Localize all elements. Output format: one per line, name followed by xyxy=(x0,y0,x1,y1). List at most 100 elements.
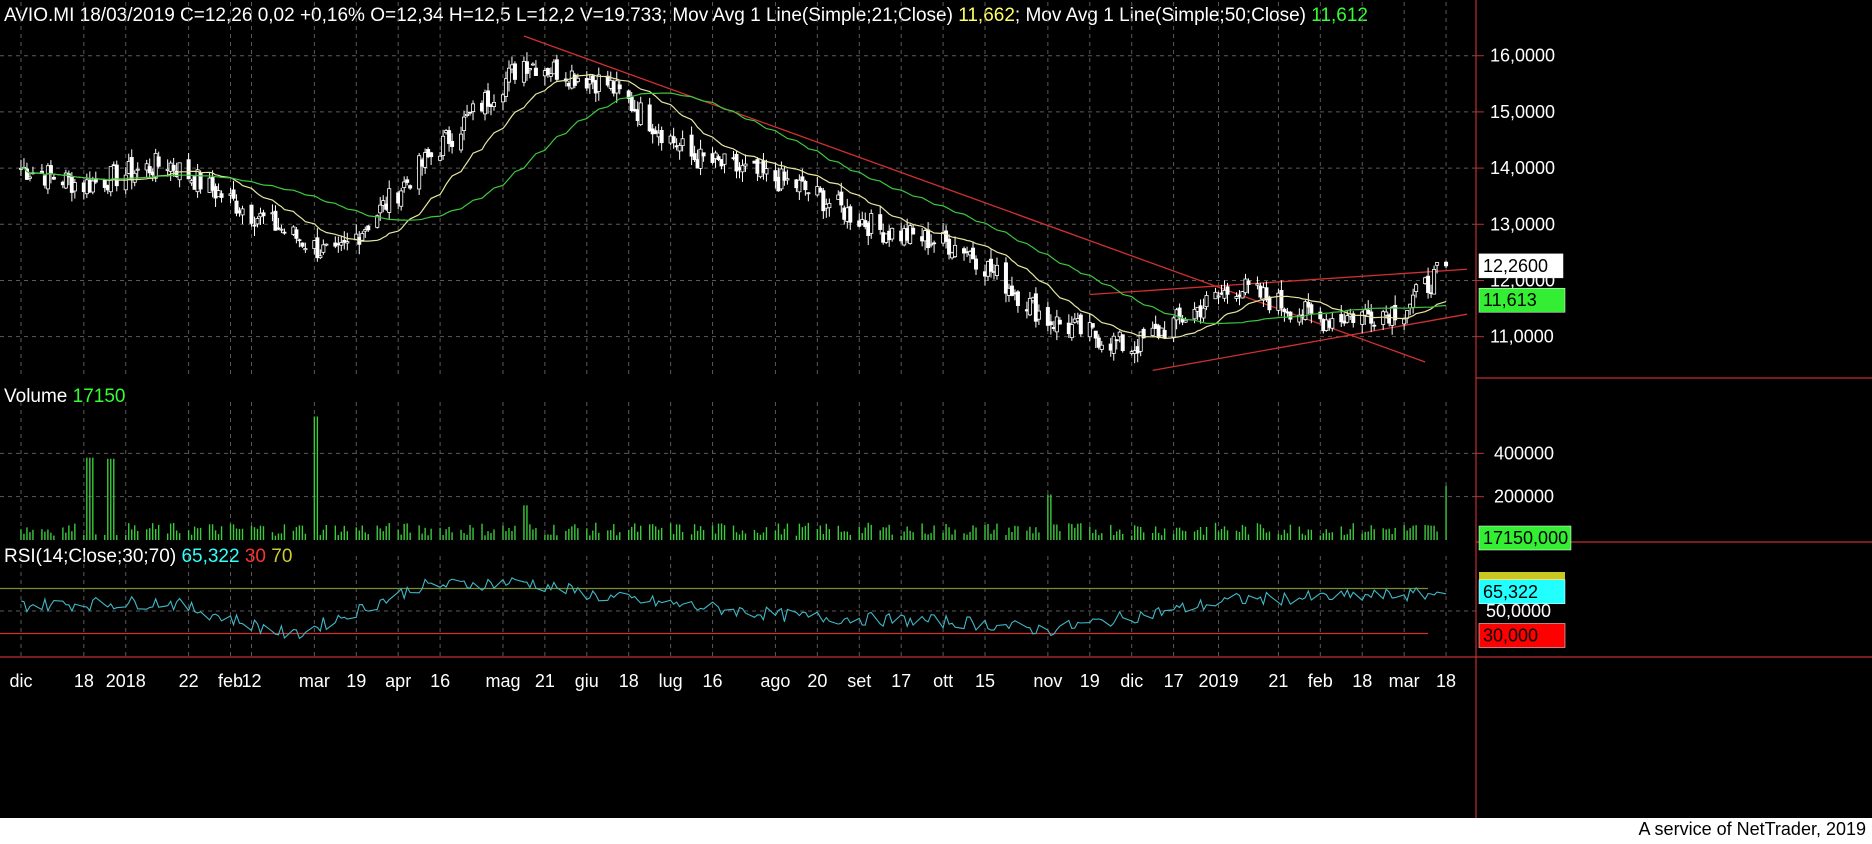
volume-bar xyxy=(508,527,510,540)
volume-bar xyxy=(532,529,534,540)
volume-bar xyxy=(95,534,97,540)
x-tick-label: 21 xyxy=(535,671,555,691)
volume-bar xyxy=(259,525,262,540)
volume-bar xyxy=(47,529,49,540)
volume-bar xyxy=(610,530,612,540)
x-tick-label: 19 xyxy=(1080,671,1100,691)
candle-body xyxy=(402,181,407,188)
candle-body xyxy=(1183,319,1188,323)
volume-bar xyxy=(193,526,196,540)
volume-bar xyxy=(954,529,956,540)
candle-body xyxy=(1093,330,1098,339)
volume-bar xyxy=(1367,531,1369,540)
volume-bar xyxy=(1119,529,1121,540)
volume-bar xyxy=(565,530,567,540)
volume-bar xyxy=(613,524,615,540)
volume-bar xyxy=(651,524,654,540)
candle-body xyxy=(486,90,491,107)
ma21-line xyxy=(20,73,1447,340)
volume-bar xyxy=(1184,531,1187,540)
volume-bar xyxy=(738,534,741,540)
volume-bar xyxy=(1322,533,1325,540)
rsi-legend-low: 30 xyxy=(244,546,266,567)
candle-body xyxy=(1339,314,1344,323)
candle-body xyxy=(447,130,452,144)
volume-bar xyxy=(128,523,130,540)
volume-bar xyxy=(744,533,747,540)
candle-body xyxy=(590,75,595,83)
volume-bar xyxy=(783,528,786,540)
candle-body xyxy=(1177,307,1182,318)
volume-bar xyxy=(211,524,214,540)
candle-body xyxy=(405,179,410,183)
volume-bar xyxy=(1014,525,1016,540)
volume-bar xyxy=(382,531,384,540)
volume-bar xyxy=(1133,525,1136,540)
volume-bar xyxy=(1130,535,1133,540)
volume-bar xyxy=(400,534,402,540)
candle-body xyxy=(818,187,823,193)
volume-bar xyxy=(672,534,675,540)
candle-body xyxy=(797,179,802,193)
candle-body xyxy=(626,90,631,99)
volume-bar xyxy=(1307,529,1310,540)
candle-body xyxy=(1234,296,1239,299)
moving-averages xyxy=(20,73,1447,340)
volume-bar xyxy=(427,535,429,540)
ma50-value-tag: 11,613 xyxy=(1483,290,1537,310)
volume-bar xyxy=(1373,529,1375,540)
candle-body xyxy=(689,134,694,157)
candle-body xyxy=(911,227,916,235)
volume-bar xyxy=(732,525,735,540)
candle-body xyxy=(1309,304,1314,314)
volume-bar xyxy=(229,523,232,540)
volume-bar xyxy=(301,525,304,540)
candle-body xyxy=(1045,307,1050,326)
volume-bar xyxy=(487,531,489,540)
x-tick-label: 18 xyxy=(619,671,639,691)
volume-bar xyxy=(1035,527,1037,540)
candle-body xyxy=(575,77,580,82)
candle-body xyxy=(378,204,383,214)
x-tick-label: feb xyxy=(1308,671,1333,691)
candle-body xyxy=(1264,287,1269,301)
volume-bar xyxy=(1214,522,1217,540)
volume-bar xyxy=(316,416,319,540)
volume-bar xyxy=(376,525,378,540)
candle-body xyxy=(324,243,329,246)
volume-bar xyxy=(502,525,504,540)
candle-body xyxy=(1240,291,1245,299)
volume-header: Volume 17150 xyxy=(4,386,126,408)
volume-bar xyxy=(23,533,25,540)
candle-body xyxy=(1243,278,1248,294)
volume-bar xyxy=(720,523,723,540)
candle-body xyxy=(1282,308,1287,313)
volume-bar xyxy=(654,526,657,540)
volume-bar xyxy=(256,528,259,540)
volume-bar xyxy=(86,457,88,540)
candle-body xyxy=(273,210,278,231)
volume-bar xyxy=(553,524,555,540)
volume-bar xyxy=(1436,531,1438,540)
candle-body xyxy=(1435,262,1440,266)
volume-bar xyxy=(238,528,241,540)
volume-bar xyxy=(639,525,642,540)
volume-bar xyxy=(996,523,998,540)
candle-body xyxy=(1393,304,1398,321)
volume-bar xyxy=(544,534,546,540)
volume-bar xyxy=(1286,533,1289,540)
volume-bar xyxy=(714,533,717,540)
candle-body xyxy=(147,166,152,174)
x-tick-label: feb xyxy=(218,671,243,691)
volume-bar xyxy=(963,533,965,540)
volume-value-tag-box xyxy=(1478,525,1572,551)
volume-bar xyxy=(1074,527,1076,540)
grid xyxy=(0,2,1476,656)
rsi-series-line xyxy=(20,577,1447,640)
volume-bar xyxy=(1340,526,1342,540)
volume-bar xyxy=(196,528,199,540)
volume-bar xyxy=(406,523,408,540)
volume-bar xyxy=(912,532,914,540)
volume-bar xyxy=(89,457,91,540)
